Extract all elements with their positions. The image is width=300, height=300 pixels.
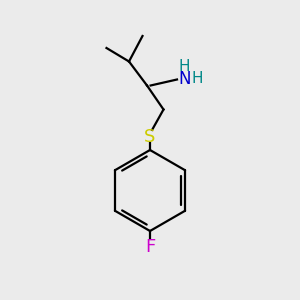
Text: S: S [144, 128, 156, 146]
Text: F: F [145, 238, 155, 256]
Text: H: H [179, 59, 190, 74]
Text: H: H [191, 71, 203, 86]
Text: N: N [178, 70, 191, 88]
